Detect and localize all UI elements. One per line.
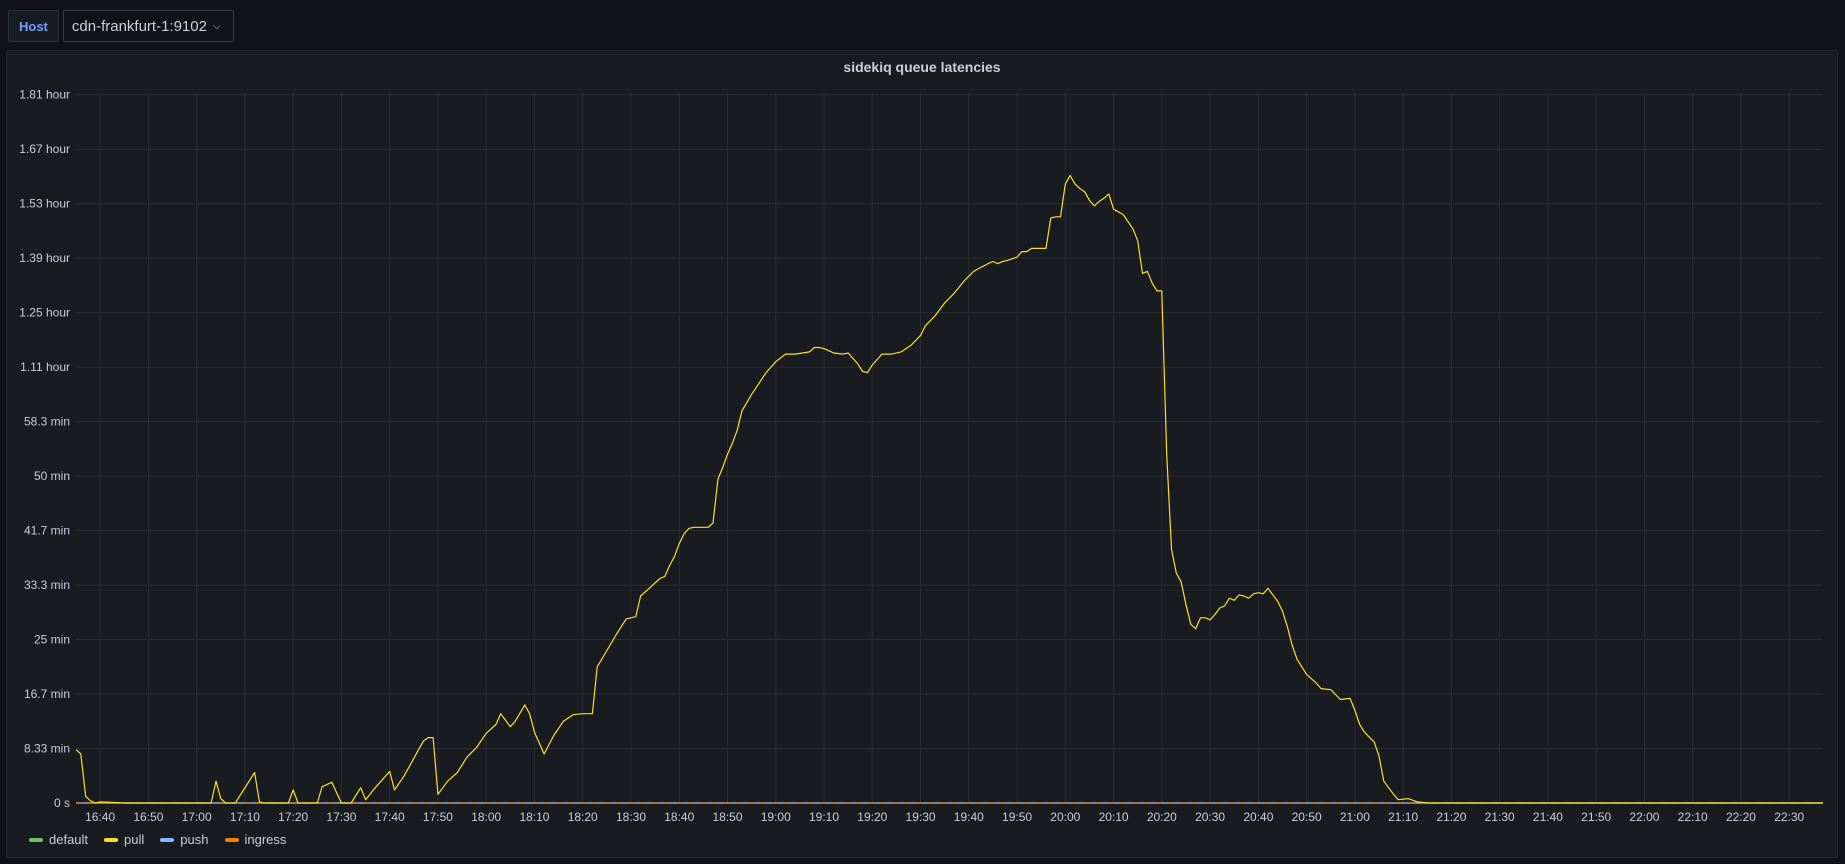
x-tick-label: 22:00	[1629, 810, 1659, 824]
legend-swatch	[104, 837, 119, 842]
y-tick-label: 1.11 hour	[20, 360, 70, 374]
variable-bar: Host cdn-frankfurt-1:9102 ⌵	[8, 10, 234, 42]
x-tick-label: 17:10	[230, 810, 260, 824]
y-tick-label: 0 s	[54, 796, 70, 810]
legend-label: default	[49, 832, 89, 847]
host-variable-value: cdn-frankfurt-1:9102	[71, 17, 207, 35]
x-tick-label: 18:30	[616, 810, 646, 824]
legend-label: push	[180, 832, 209, 847]
x-tick-label: 16:50	[133, 810, 163, 824]
legend-label: ingress	[244, 832, 287, 847]
chart-panel: sidekiq queue latencies 0 s 8.33 min 16.7 …	[6, 50, 1838, 858]
x-tick-label: 18:00	[471, 810, 501, 824]
x-tick-label: 21:10	[1388, 810, 1418, 824]
legend-swatch	[160, 837, 175, 842]
x-tick-label: 19:00	[761, 810, 791, 824]
x-tick-label: 18:40	[664, 810, 694, 824]
y-tick-label: 33.3 min	[24, 578, 70, 592]
y-tick-label: 50 min	[34, 469, 70, 483]
legend-item-push[interactable]: push	[160, 832, 209, 847]
y-tick-label: 58.3 min	[24, 415, 70, 429]
legend: default pull push ingress	[29, 832, 286, 847]
x-tick-label: 19:10	[809, 810, 839, 824]
y-tick-label: 41.7 min	[24, 524, 70, 538]
y-tick-label: 1.67 hour	[19, 142, 70, 156]
x-tick-label: 20:10	[1099, 810, 1129, 824]
y-tick-label: 8.33 min	[24, 742, 70, 756]
y-tick-label: 1.25 hour	[19, 306, 70, 320]
x-tick-label: 20:30	[1195, 810, 1225, 824]
legend-item-ingress[interactable]: ingress	[224, 832, 287, 847]
x-tick-label: 17:20	[278, 810, 308, 824]
y-tick-label: 16.7 min	[24, 687, 70, 701]
x-tick-label: 21:00	[1340, 810, 1370, 824]
x-tick-label: 22:20	[1726, 810, 1756, 824]
chevron-down-icon: ⌵	[212, 20, 221, 32]
legend-label: pull	[124, 832, 145, 847]
y-tick-label: 1.53 hour	[19, 197, 70, 211]
x-tick-label: 17:30	[326, 810, 356, 824]
x-tick-label: 20:00	[1050, 810, 1080, 824]
host-variable-select[interactable]: cdn-frankfurt-1:9102 ⌵	[62, 10, 234, 42]
x-tick-label: 19:50	[1002, 810, 1032, 824]
y-tick-label: 25 min	[34, 633, 70, 647]
x-tick-label: 21:40	[1533, 810, 1563, 824]
x-tick-label: 18:10	[519, 810, 549, 824]
series-line-pull	[75, 174, 1823, 804]
x-tick-label: 18:20	[568, 810, 598, 824]
legend-item-default[interactable]: default	[29, 832, 88, 847]
timeseries-chart: 0 s 8.33 min 16.7 min 25 min 33.3 min 41.7 mi…	[19, 88, 1823, 824]
host-variable-label: Host	[8, 10, 59, 42]
x-tick-label: 22:10	[1678, 810, 1708, 824]
x-tick-label: 19:40	[954, 810, 984, 824]
x-tick-label: 20:50	[1292, 810, 1322, 824]
x-tick-label: 20:20	[1147, 810, 1177, 824]
y-tick-label: 1.81 hour	[19, 88, 70, 102]
x-tick-label: 18:50	[712, 810, 742, 824]
legend-swatch	[224, 837, 239, 842]
x-tick-label: 16:40	[85, 810, 115, 824]
x-tick-label: 19:30	[906, 810, 936, 824]
x-tick-label: 20:40	[1243, 810, 1273, 824]
x-tick-label: 19:20	[857, 810, 887, 824]
x-tick-label: 21:30	[1485, 810, 1515, 824]
legend-item-pull[interactable]: pull	[104, 832, 144, 847]
x-tick-label: 17:40	[375, 810, 405, 824]
x-tick-label: 21:50	[1581, 810, 1611, 824]
legend-swatch	[29, 837, 43, 842]
x-tick-label: 22:30	[1774, 810, 1804, 824]
x-tick-label: 21:20	[1436, 810, 1466, 824]
y-tick-label: 1.39 hour	[19, 251, 70, 265]
x-tick-label: 17:50	[423, 810, 453, 824]
panel-title: sidekiq queue latencies	[843, 59, 1001, 75]
x-tick-label: 17:00	[182, 810, 212, 824]
